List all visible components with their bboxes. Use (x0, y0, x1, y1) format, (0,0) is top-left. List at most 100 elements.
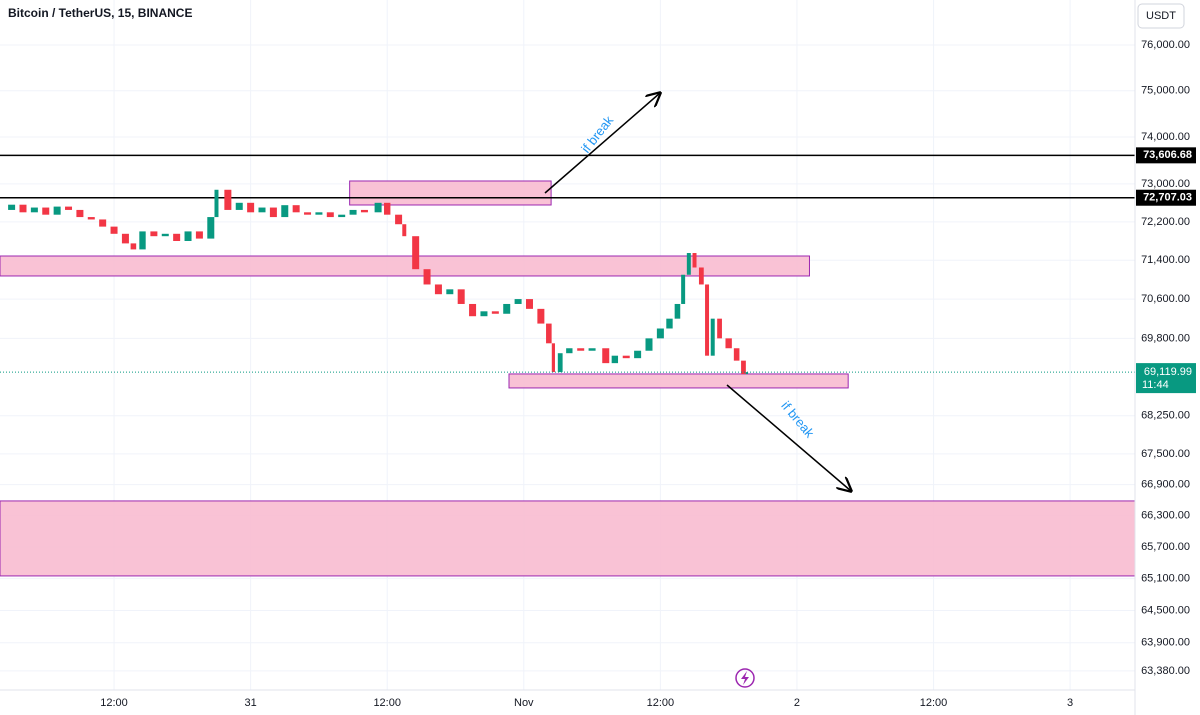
candle (281, 205, 289, 218)
candle (698, 267, 704, 285)
zone (508, 373, 849, 389)
candle (326, 212, 334, 218)
currency-label: USDT (1146, 10, 1176, 22)
candle (110, 226, 118, 234)
candle (19, 204, 27, 213)
y-tick-label: 67,500.00 (1141, 448, 1190, 460)
y-tick-label: 68,250.00 (1141, 410, 1190, 422)
candle (546, 323, 552, 344)
grid (0, 0, 1135, 690)
x-tick-label: 31 (245, 697, 257, 709)
level-label: 72,707.03 (1143, 192, 1192, 204)
zone (0, 255, 810, 277)
candle (360, 209, 368, 213)
candle (374, 202, 382, 213)
candle (195, 231, 203, 239)
candle (224, 189, 232, 210)
candle (269, 207, 277, 218)
countdown-label: 11:44 (1142, 379, 1169, 391)
candle (395, 214, 403, 225)
candle (173, 233, 181, 241)
candle (235, 202, 243, 210)
candle (402, 224, 407, 237)
candle (76, 209, 84, 218)
candle (557, 353, 563, 373)
candle (30, 207, 38, 213)
y-tick-label: 66,900.00 (1141, 479, 1190, 491)
candle (423, 269, 431, 285)
candle (692, 253, 697, 268)
x-tick-label: 12:00 (100, 697, 128, 709)
events-bolt (741, 671, 749, 685)
candle (207, 217, 215, 239)
y-tick-label: 65,100.00 (1141, 573, 1190, 585)
x-tick-label: 12:00 (647, 697, 675, 709)
candle (622, 355, 630, 359)
events-icon[interactable] (735, 668, 755, 688)
y-tick-label: 71,400.00 (1141, 254, 1190, 266)
candle (602, 348, 610, 364)
candle (258, 207, 266, 213)
candle (446, 289, 454, 295)
x-tick-label: Nov (514, 697, 534, 709)
x-tick-label: 2 (794, 697, 800, 709)
y-tick-label: 66,300.00 (1141, 510, 1190, 522)
y-tick-label: 65,700.00 (1141, 541, 1190, 553)
candle (434, 284, 442, 295)
arrow-up (544, 93, 660, 194)
y-tick-label: 72,200.00 (1141, 216, 1190, 228)
candle (537, 308, 545, 324)
y-tick-label: 76,000.00 (1141, 39, 1190, 51)
x-tick-label: 12:00 (920, 697, 948, 709)
candle (42, 207, 50, 215)
level-label: 73,606.68 (1143, 149, 1192, 161)
candle (741, 360, 746, 375)
candle (8, 204, 16, 210)
zone (0, 500, 1136, 577)
candle (566, 348, 573, 354)
y-tick-label: 64,500.00 (1141, 604, 1190, 616)
level-label-box (1136, 189, 1196, 206)
candle (315, 212, 323, 215)
candle (304, 212, 312, 215)
currency-button[interactable] (1137, 3, 1185, 29)
candle (503, 303, 511, 314)
candle (161, 233, 169, 237)
candle (525, 299, 533, 309)
candle (725, 338, 732, 349)
arrow-down (726, 384, 851, 491)
annotation: if break (578, 113, 616, 156)
candle (611, 355, 619, 364)
candle (480, 311, 488, 317)
candle (292, 205, 300, 213)
last-price-box (1136, 363, 1196, 394)
plot (0, 154, 1135, 375)
x-tick-label: 12:00 (373, 697, 401, 709)
y-tick-label: 74,000.00 (1141, 131, 1190, 143)
candle (745, 372, 749, 375)
candle (645, 338, 653, 351)
candle (710, 318, 715, 356)
axes: 76,000.00 75,000.00 74,000.00 73,000.00 72,2… (100, 39, 1196, 709)
candle (349, 209, 357, 215)
candle (717, 318, 722, 339)
candle (551, 343, 555, 373)
y-tick-label: 63,900.00 (1141, 637, 1190, 649)
candle (412, 236, 420, 270)
candle (733, 348, 740, 361)
candle (469, 303, 477, 317)
candle (681, 274, 686, 304)
candle (338, 214, 346, 218)
candle (705, 284, 710, 356)
zone (349, 180, 552, 206)
candle (53, 206, 61, 215)
y-tick-label: 69,800.00 (1141, 332, 1190, 344)
candle (457, 289, 465, 304)
y-tick-label: 70,600.00 (1141, 293, 1190, 305)
candle (514, 299, 522, 304)
x-tick-label: 3 (1067, 697, 1073, 709)
candle (588, 348, 596, 351)
candle (184, 231, 192, 241)
last-price-label: 69,119.99 (1144, 366, 1192, 378)
